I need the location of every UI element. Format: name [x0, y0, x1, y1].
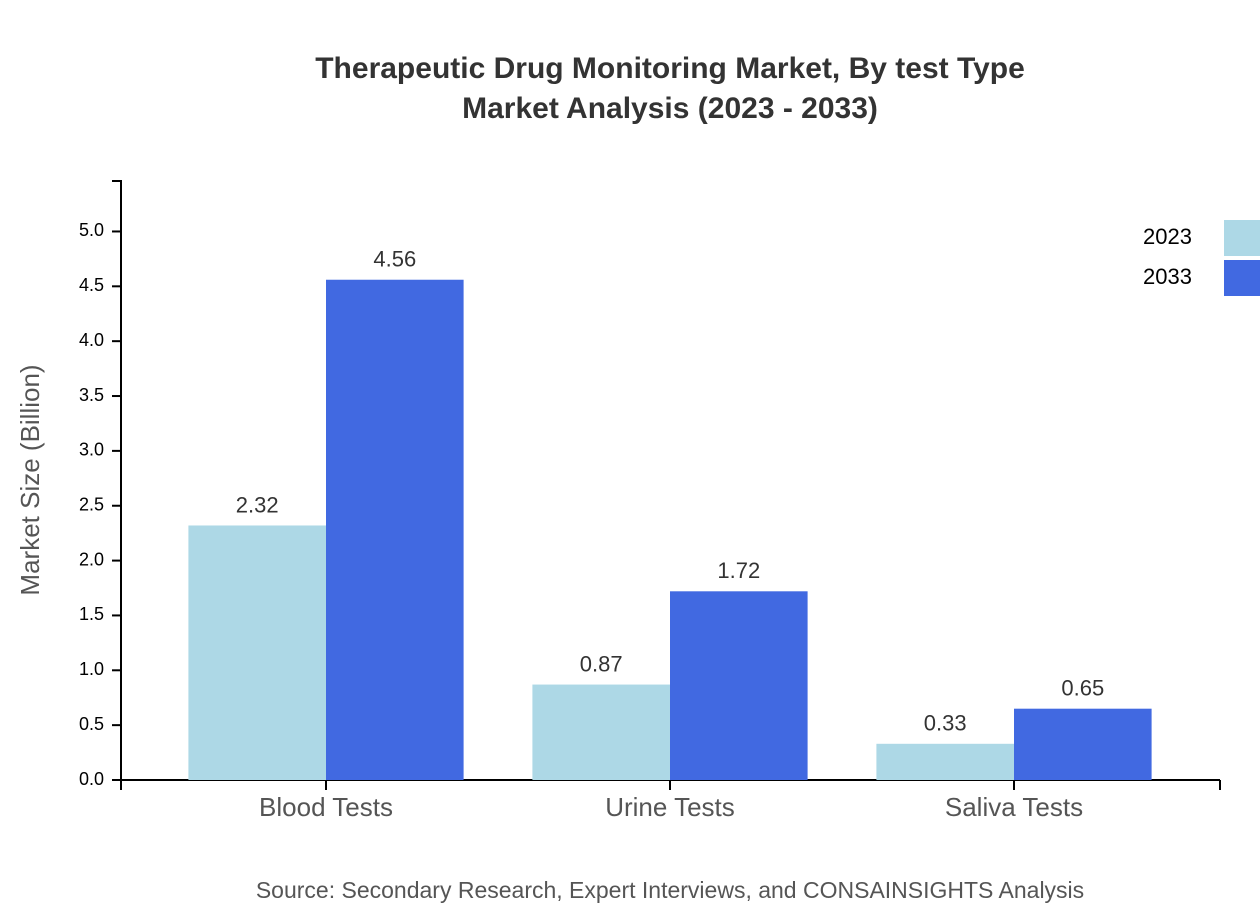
- source-note: Source: Secondary Research, Expert Inter…: [256, 877, 1084, 903]
- legend-label: 2033: [1143, 264, 1192, 289]
- bar-value-label: 1.72: [717, 558, 760, 583]
- legend-swatch: [1224, 260, 1260, 296]
- bar-value-label: 0.33: [924, 711, 967, 736]
- legend-label: 2023: [1143, 224, 1192, 249]
- bar-value-label: 0.65: [1061, 676, 1104, 701]
- bar: [188, 525, 326, 780]
- bar: [670, 591, 808, 780]
- bar: [532, 684, 670, 780]
- y-tick-label: 3.0: [79, 440, 104, 460]
- bar: [876, 743, 1014, 780]
- y-tick-label: 1.5: [79, 604, 104, 624]
- y-tick-label: 4.5: [79, 275, 104, 295]
- y-tick-label: 2.5: [79, 494, 104, 514]
- y-tick-label: 1.0: [79, 659, 104, 679]
- bar-value-label: 4.56: [373, 247, 416, 272]
- x-tick-label: Urine Tests: [605, 792, 735, 822]
- y-tick-label: 0.5: [79, 714, 104, 734]
- chart-subtitle: Market Analysis (2023 - 2033): [462, 92, 878, 125]
- bar-value-label: 0.87: [580, 651, 623, 676]
- y-tick-label: 4.0: [79, 330, 104, 350]
- x-tick-label: Saliva Tests: [945, 792, 1083, 822]
- chart-title: Therapeutic Drug Monitoring Market, By t…: [315, 52, 1025, 85]
- y-tick-label: 5.0: [79, 220, 104, 240]
- bar-value-label: 2.32: [236, 492, 279, 517]
- y-tick-label: 3.5: [79, 385, 104, 405]
- y-axis-label: Market Size (Billion): [15, 364, 45, 595]
- x-tick-label: Blood Tests: [259, 792, 393, 822]
- bar: [1014, 708, 1152, 780]
- legend-swatch: [1224, 220, 1260, 256]
- bar: [326, 279, 464, 780]
- y-tick-label: 0.0: [79, 769, 104, 789]
- y-tick-label: 2.0: [79, 549, 104, 569]
